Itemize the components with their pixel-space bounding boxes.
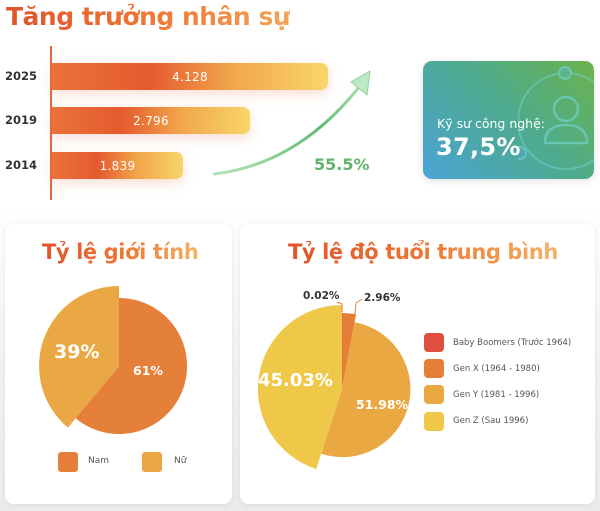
pie-slice-nu <box>39 286 119 428</box>
bar-2014: 1.839 <box>52 152 183 179</box>
age-label-genx: 2.96% <box>364 292 401 304</box>
legend-label-nam: Nam <box>88 456 110 466</box>
year-label-2014: 2014 <box>5 158 38 172</box>
pie-slice-nam <box>75 297 188 434</box>
age-label-geny: 51.98% <box>356 397 409 412</box>
engineer-label: Kỹ sư công nghệ: <box>437 116 546 131</box>
growth-rate: 55.5% <box>314 155 370 174</box>
gender-pie <box>39 286 188 434</box>
bar-value-2019: 2.796 <box>133 113 169 128</box>
bar-axis-line <box>50 46 52 200</box>
legend-swatch-genx <box>424 359 444 378</box>
bar-value-2025: 4.128 <box>172 69 208 84</box>
legend-swatch-geny <box>424 385 444 404</box>
pie-slice-genz <box>257 304 342 469</box>
age-title: Tỷ lệ độ tuổi trung bình <box>288 240 558 264</box>
page-title: Tăng trưởng nhân sự <box>6 2 291 31</box>
age-pie <box>257 298 411 469</box>
legend-label-genx: Gen X (1964 - 1980) <box>453 364 540 374</box>
user-icon <box>518 66 594 170</box>
pie-slice-geny <box>321 322 411 458</box>
growth-arrow-icon <box>212 70 371 176</box>
gender-title: Tỷ lệ giới tính <box>42 240 199 264</box>
legend-label-babyboomers: Baby Boomers (Trước 1964) <box>453 338 572 348</box>
legend-swatch-nam <box>58 452 78 472</box>
engineer-stat-card: Kỹ sư công nghệ: 37,5% <box>423 61 594 179</box>
gender-label-nam: 61% <box>133 363 163 378</box>
year-label-2019: 2019 <box>5 113 38 127</box>
year-label-2025: 2025 <box>5 69 38 83</box>
legend-swatch-babyboomers <box>424 333 444 352</box>
age-label-genz: 45.03% <box>258 370 333 391</box>
legend-label-geny: Gen Y (1981 - 1996) <box>453 390 540 400</box>
legend-swatch-genz <box>424 412 444 431</box>
legend-label-genz: Gen Z (Sau 1996) <box>453 416 529 426</box>
pie-slice-genx <box>342 313 357 389</box>
bar-2019: 2.796 <box>52 107 250 134</box>
legend-swatch-nu <box>142 452 162 472</box>
legend-label-nu: Nữ <box>174 456 187 466</box>
age-label-babyboomers: 0.02% <box>303 290 340 302</box>
bar-value-2014: 1.839 <box>99 158 136 173</box>
bar-2025: 4.128 <box>52 63 328 90</box>
gender-label-nu: 39% <box>54 341 100 363</box>
engineer-value: 37,5% <box>436 133 521 161</box>
